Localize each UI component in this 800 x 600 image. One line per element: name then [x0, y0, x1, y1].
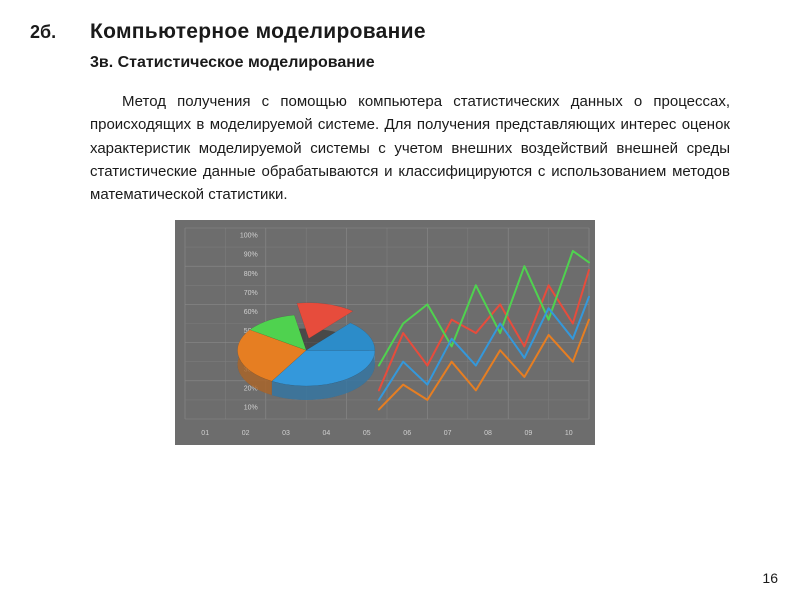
svg-text:90%: 90%: [244, 252, 258, 259]
svg-text:10%: 10%: [244, 405, 258, 412]
svg-text:80%: 80%: [244, 271, 258, 278]
svg-text:09: 09: [525, 430, 533, 437]
statistical-chart: 0102030405060708091010%20%30%40%50%60%70…: [175, 220, 595, 445]
svg-text:01: 01: [201, 430, 209, 437]
svg-text:08: 08: [484, 430, 492, 437]
svg-text:03: 03: [282, 430, 290, 437]
heading-row: 2б. Компьютерное моделирование: [30, 20, 740, 44]
svg-text:07: 07: [444, 430, 452, 437]
svg-text:06: 06: [403, 430, 411, 437]
subsection-title: 3в. Статистическое моделирование: [90, 54, 740, 72]
svg-text:10: 10: [565, 430, 573, 437]
subheading-row: 3в. Статистическое моделирование: [90, 54, 740, 72]
svg-text:70%: 70%: [244, 290, 258, 297]
section-number: 2б.: [30, 22, 90, 43]
svg-text:04: 04: [323, 430, 331, 437]
slide-content: 2б. Компьютерное моделирование 3в. Стати…: [0, 0, 800, 445]
svg-text:100%: 100%: [240, 233, 258, 240]
svg-text:60%: 60%: [244, 309, 258, 316]
chart-container: 0102030405060708091010%20%30%40%50%60%70…: [30, 220, 740, 445]
svg-text:05: 05: [363, 430, 371, 437]
page-number: 16: [762, 570, 778, 586]
section-title: Компьютерное моделирование: [90, 20, 426, 44]
svg-text:02: 02: [242, 430, 250, 437]
body-paragraph: Метод получения с помощью компьютера ста…: [90, 90, 730, 206]
